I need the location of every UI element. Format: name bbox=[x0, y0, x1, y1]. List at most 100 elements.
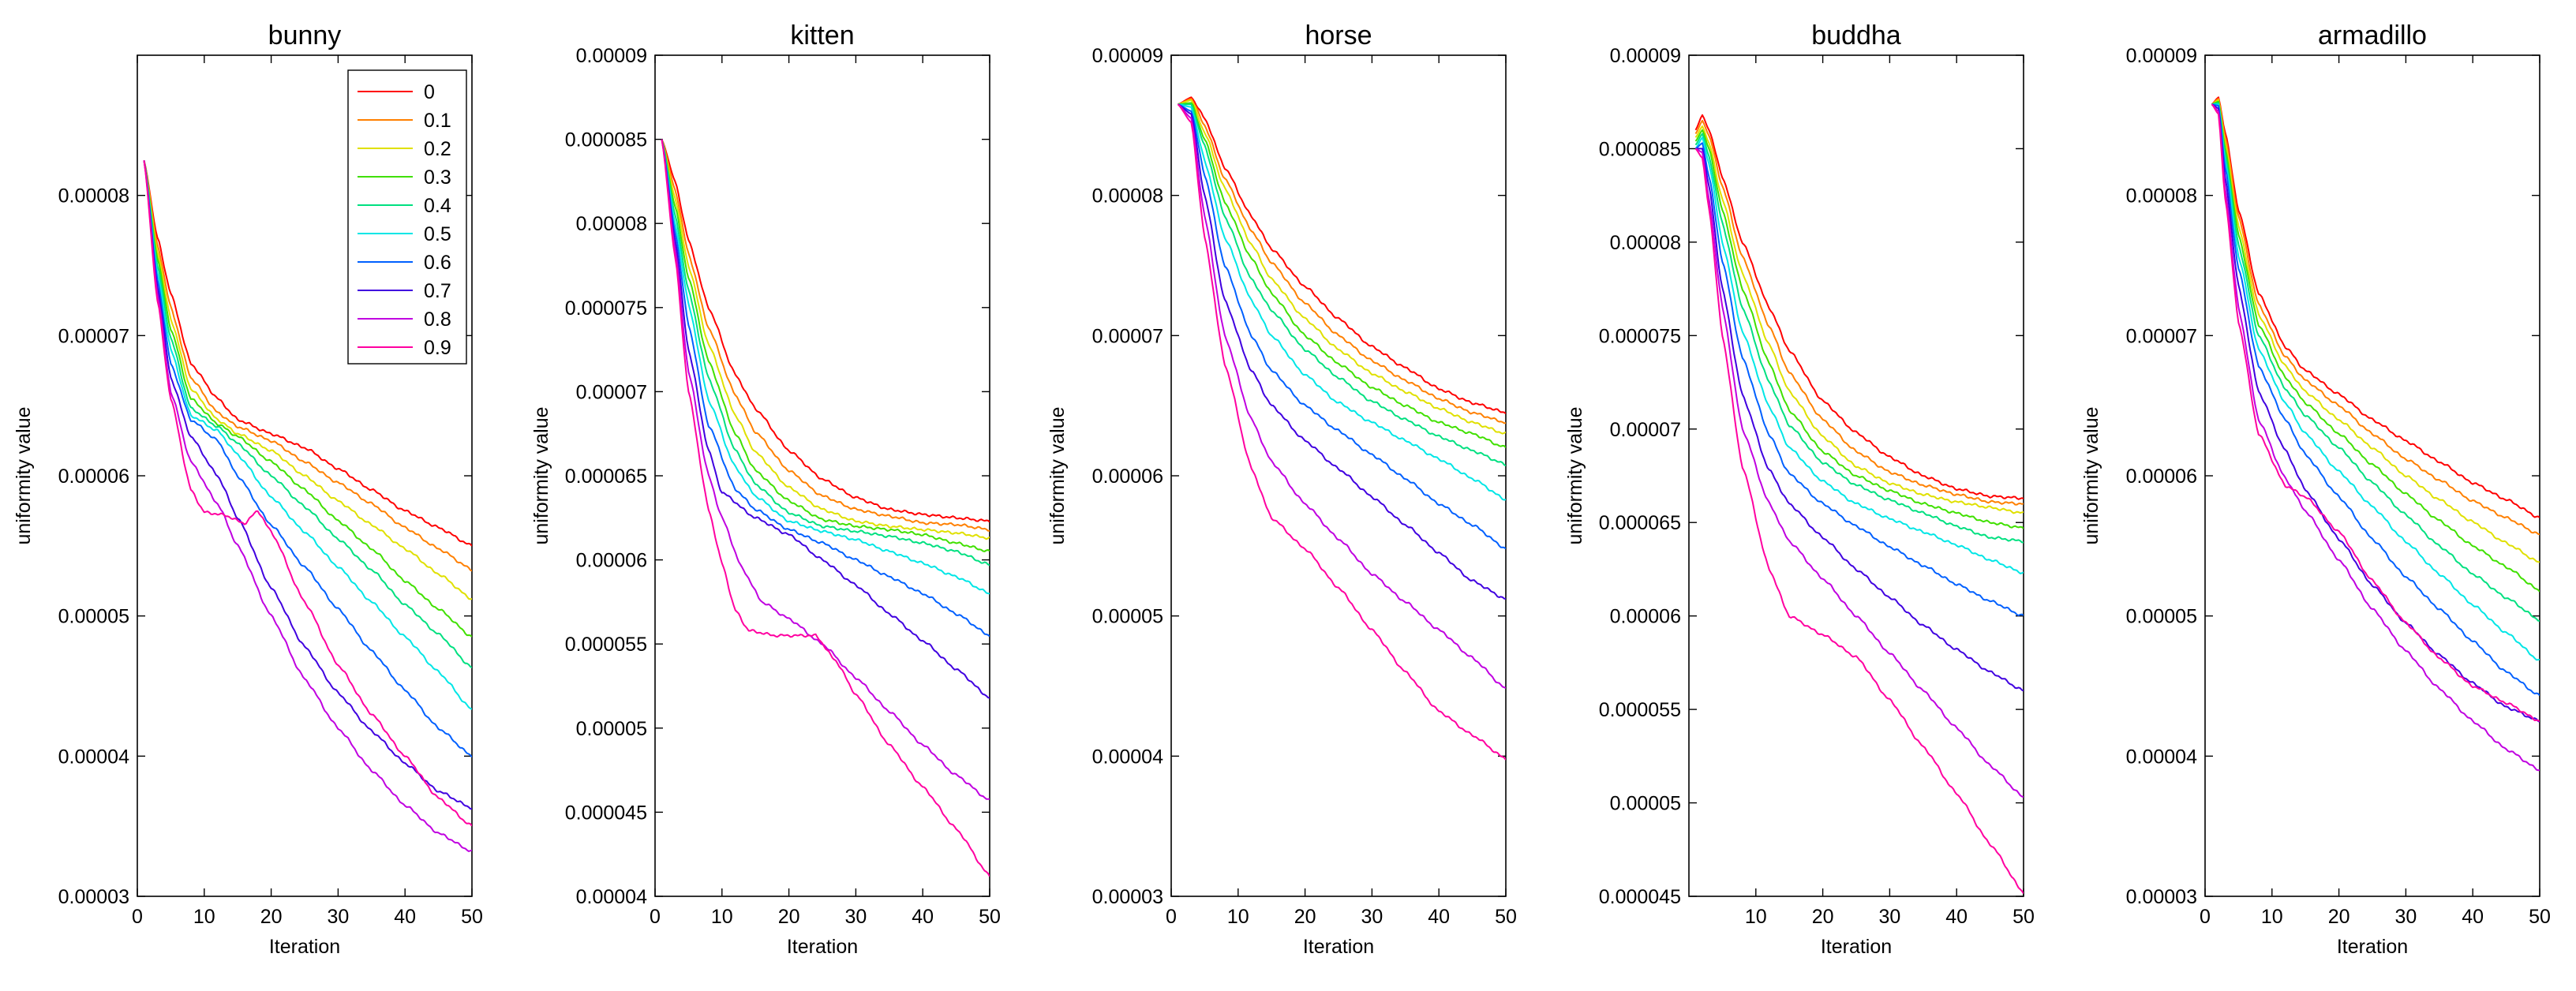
y-tick-label: 0.00003 bbox=[1092, 886, 1163, 908]
series-line-0.1 bbox=[143, 160, 472, 572]
legend-label: 0.5 bbox=[424, 223, 451, 245]
series-group bbox=[2211, 96, 2540, 772]
legend-label: 0.8 bbox=[424, 309, 451, 331]
y-tick-label: 0.000055 bbox=[565, 634, 647, 656]
series-line-0.5 bbox=[1694, 136, 2024, 574]
series-line-0.6 bbox=[1178, 103, 1506, 550]
panels: bunny 0 10 20 30 40 50 0.00003 0.00004 0.00005 0.0… bbox=[13, 21, 2551, 958]
y-tick-label: 0.000065 bbox=[565, 466, 647, 488]
series-line-0.8 bbox=[1695, 148, 2024, 798]
x-tick-label: 50 bbox=[979, 906, 1001, 928]
series-line-0.7 bbox=[661, 139, 990, 699]
panel-title: horse bbox=[1305, 21, 1372, 50]
series-line-0.1 bbox=[661, 139, 990, 532]
series-line-0.9 bbox=[143, 160, 472, 827]
x-tick-label: 50 bbox=[2012, 906, 2035, 928]
series-line-0.5 bbox=[143, 160, 472, 710]
series-line-0.8 bbox=[2211, 103, 2540, 772]
x-tick-label: 10 bbox=[2261, 906, 2283, 928]
series-line-0.9 bbox=[661, 139, 990, 877]
legend: 0 0.1 0.2 0.3 0.4 0.5 0.6 0.7 0.8 0.9 bbox=[347, 69, 467, 365]
axes-box bbox=[1688, 54, 2024, 897]
series-line-0.2 bbox=[1694, 125, 2024, 514]
panel-title: buddha bbox=[1811, 21, 1901, 50]
y-tick-label: 0.00007 bbox=[1092, 325, 1163, 347]
y-tick-label: 0.00009 bbox=[1092, 45, 1163, 67]
series-line-0.3 bbox=[661, 139, 990, 552]
x-tick-label: 20 bbox=[1294, 906, 1316, 928]
y-tick-label: 0.00006 bbox=[2126, 466, 2197, 488]
y-tick-label: 0.00003 bbox=[58, 886, 129, 908]
series-line-0.6 bbox=[1694, 142, 2024, 616]
series-line-0.3 bbox=[1178, 102, 1506, 448]
legend-label: 0.9 bbox=[424, 337, 451, 359]
series-line-0.2 bbox=[143, 160, 472, 600]
y-tick-label: 0.00008 bbox=[1092, 185, 1163, 208]
y-tick-label: 0.00005 bbox=[1092, 606, 1163, 628]
series-line-0 bbox=[2211, 96, 2540, 518]
series-line-0.4 bbox=[661, 139, 990, 567]
y-axis-label: uniformity value bbox=[530, 406, 552, 544]
y-tick-label: 0.000055 bbox=[1599, 699, 1681, 721]
x-tick-label: 40 bbox=[394, 906, 416, 928]
y-tick-label: 0.00005 bbox=[58, 606, 129, 628]
x-tick-label: 30 bbox=[2394, 906, 2417, 928]
legend-label: 0.1 bbox=[424, 110, 451, 132]
legend-label: 0 bbox=[424, 81, 435, 103]
series-line-0.4 bbox=[143, 160, 472, 669]
legend-label: 0.2 bbox=[424, 138, 451, 160]
series-line-0.2 bbox=[1178, 99, 1506, 435]
y-tick-label: 0.000085 bbox=[565, 129, 647, 151]
series-line-0.8 bbox=[1177, 103, 1506, 689]
series-group bbox=[1177, 96, 1506, 761]
series-line-0 bbox=[1694, 114, 2024, 500]
legend-label: 0.7 bbox=[424, 280, 451, 302]
y-tick-label: 0.000085 bbox=[1599, 138, 1681, 160]
series-line-0.7 bbox=[1695, 148, 2024, 692]
panel-buddha: buddha 10 20 30 40 50 0.000045 0.00005 0.000055 0… bbox=[1564, 21, 2035, 958]
y-tick-label: 0.00006 bbox=[1092, 466, 1163, 488]
series-line-0 bbox=[661, 139, 990, 523]
x-tick-label: 10 bbox=[1227, 906, 1249, 928]
series-line-0.3 bbox=[2211, 100, 2540, 593]
series-line-0.3 bbox=[143, 160, 472, 638]
x-axis-label: Iteration bbox=[269, 936, 340, 958]
legend-label: 0.3 bbox=[424, 166, 451, 189]
y-tick-label: 0.00004 bbox=[1092, 746, 1163, 768]
y-tick-label: 0.00007 bbox=[2126, 325, 2197, 347]
panel-title: kitten bbox=[790, 21, 854, 50]
y-tick-label: 0.000075 bbox=[565, 297, 647, 320]
x-tick-label: 50 bbox=[2529, 906, 2551, 928]
series-line-0.5 bbox=[2211, 103, 2540, 661]
series-line-0.7 bbox=[1178, 103, 1506, 600]
series-line-0.9 bbox=[1177, 103, 1506, 761]
x-tick-label: 10 bbox=[711, 906, 733, 928]
legend-label: 0.4 bbox=[424, 195, 451, 217]
series-line-0 bbox=[143, 160, 472, 547]
panel-armadillo: armadillo 0 10 20 30 40 50 0.00003 0.00004 0.0000… bbox=[2080, 21, 2551, 958]
panel-title: armadillo bbox=[2318, 21, 2427, 50]
series-line-0.6 bbox=[661, 139, 990, 638]
x-tick-label: 0 bbox=[650, 906, 661, 928]
y-tick-label: 0.00009 bbox=[2126, 45, 2197, 67]
y-tick-label: 0.00007 bbox=[1610, 419, 1681, 441]
x-tick-label: 30 bbox=[1878, 906, 1900, 928]
x-tick-label: 30 bbox=[327, 906, 349, 928]
y-tick-label: 0.000045 bbox=[1599, 886, 1681, 908]
series-line-0.4 bbox=[2211, 102, 2540, 622]
y-tick-label: 0.00005 bbox=[2126, 606, 2197, 628]
x-tick-label: 40 bbox=[912, 906, 934, 928]
series-line-0.2 bbox=[661, 139, 990, 540]
y-tick-label: 0.000075 bbox=[1599, 325, 1681, 347]
x-tick-label: 40 bbox=[2462, 906, 2484, 928]
x-axis-label: Iteration bbox=[787, 936, 858, 958]
y-tick-label: 0.000065 bbox=[1599, 512, 1681, 534]
y-tick-label: 0.000045 bbox=[565, 802, 647, 824]
y-tick-label: 0.00008 bbox=[58, 185, 129, 208]
y-tick-label: 0.00007 bbox=[58, 325, 129, 347]
series-group bbox=[143, 160, 472, 852]
series-line-0.8 bbox=[143, 160, 472, 852]
y-tick-label: 0.00005 bbox=[1610, 793, 1681, 815]
series-line-0.6 bbox=[2211, 103, 2540, 697]
y-tick-label: 0.00004 bbox=[58, 746, 129, 768]
